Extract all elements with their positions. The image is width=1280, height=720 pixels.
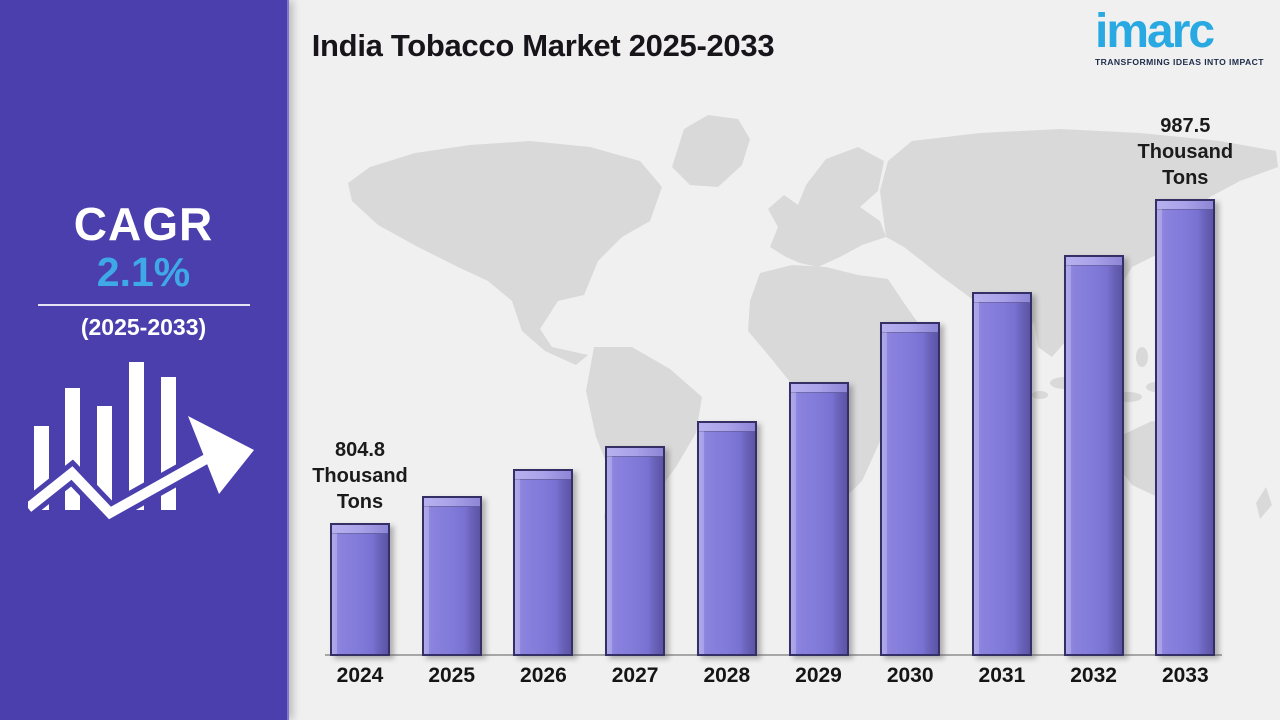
- x-tick-2033: 2033: [1161, 664, 1209, 687]
- x-tick-2028: 2028: [703, 664, 751, 687]
- map-asia: [880, 129, 1278, 365]
- x-tick-2032: 2032: [1070, 664, 1117, 687]
- cagr-value: 2.1%: [96, 249, 191, 296]
- map-island: [1136, 347, 1148, 367]
- data-label-2024: 804.8 Thousand Tons: [312, 439, 408, 513]
- map-north-america: [348, 141, 662, 365]
- map-island: [1032, 391, 1048, 399]
- imarc-logo-text: imarc: [1095, 5, 1215, 58]
- growth-trend-icon: [28, 362, 260, 526]
- x-tick-2026: 2026: [520, 664, 567, 687]
- cagr-label: CAGR: [73, 198, 214, 250]
- data-label-2033: 987.5 Thousand Tons: [1137, 115, 1234, 189]
- imarc-logo-tagline: TRANSFORMING IDEAS INTO IMPACT: [1095, 57, 1264, 67]
- bar-2032: [1063, 255, 1124, 656]
- x-tick-2027: 2027: [611, 664, 659, 687]
- page-title: India Tobacco Market 2025-2033: [311, 28, 775, 63]
- bar-2033: [1155, 199, 1216, 656]
- bar-2028: [696, 421, 757, 656]
- cagr-block: CAGR 2.1% (2025-2033): [0, 200, 287, 341]
- bar-2030: [880, 322, 941, 656]
- bar-2029: [788, 382, 849, 656]
- bar-2031: [971, 292, 1032, 656]
- bar-2025: [421, 496, 482, 656]
- map-greenland: [672, 115, 750, 187]
- cagr-sidebar: CAGR 2.1% (2025-2033): [0, 0, 289, 720]
- cagr-divider: [37, 304, 250, 307]
- bar-2024: [330, 523, 390, 656]
- x-tick-2031: 2031: [978, 664, 1026, 687]
- x-tick-2025: 2025: [428, 664, 476, 687]
- map-new-zealand: [1256, 487, 1272, 519]
- x-tick-2029: 2029: [795, 664, 842, 687]
- bar-2026: [513, 469, 574, 656]
- x-tick-2024: 2024: [336, 664, 384, 687]
- map-europe: [768, 147, 886, 267]
- imarc-logo: imarc TRANSFORMING IDEAS INTO IMPACT: [1095, 5, 1267, 68]
- x-axis-line: [325, 654, 1222, 656]
- cagr-period: (2025-2033): [80, 314, 207, 341]
- bar-chart: [287, 0, 1280, 656]
- x-tick-2030: 2030: [886, 664, 934, 687]
- bar-2027: [605, 446, 666, 656]
